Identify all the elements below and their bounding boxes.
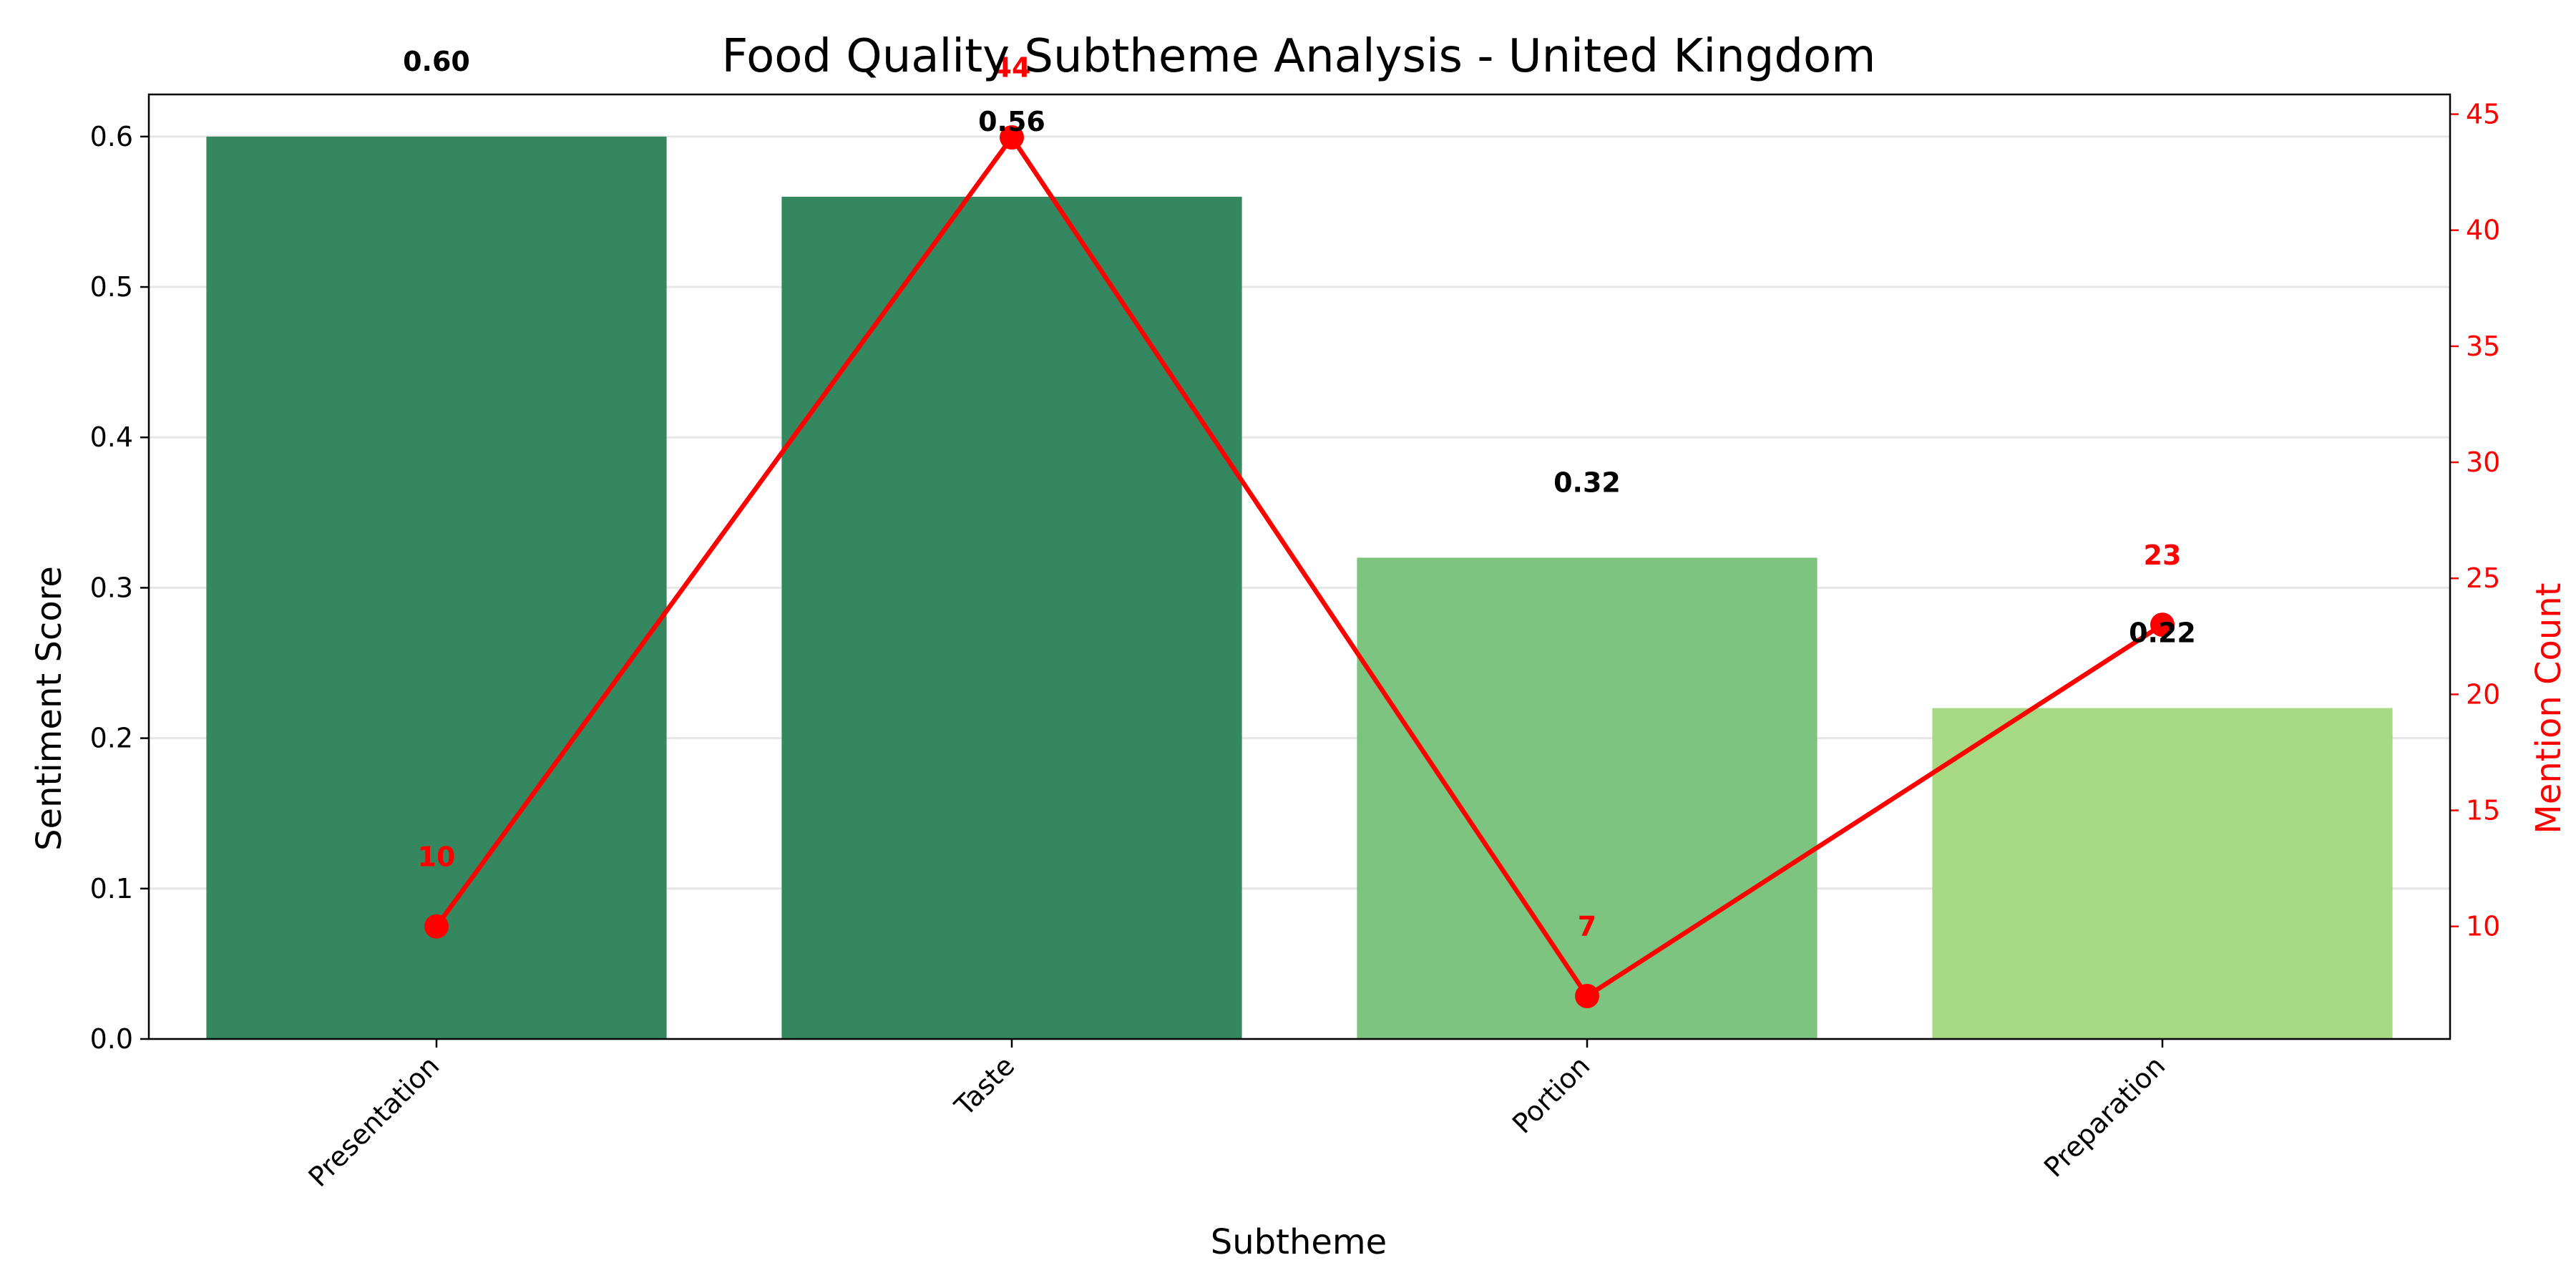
y-tick-label: 0.0 [90, 1023, 133, 1055]
mention-point [2150, 613, 2175, 638]
y-tick-label: 0.6 [90, 121, 133, 152]
plot-frame [147, 93, 2451, 1040]
mention-point [1575, 984, 1599, 1008]
y2-tick-label: 30 [2466, 447, 2500, 478]
y-tick-label: 0.5 [90, 271, 133, 303]
mention-count-label: 44 [993, 52, 1031, 84]
chart-title: Food Quality Subtheme Analysis - United … [722, 30, 1876, 83]
mention-count-label: 7 [1578, 911, 1596, 942]
y2-tick-label: 40 [2466, 215, 2500, 246]
bar [206, 136, 667, 1039]
y-tick-label: 0.1 [90, 873, 133, 904]
bar-value-label: 0.32 [1553, 467, 1621, 498]
y2-tick-label: 15 [2466, 795, 2500, 826]
y-tick-label: 0.3 [90, 572, 133, 603]
y2-tick-label: 20 [2466, 678, 2500, 710]
y-tick-label: 0.2 [90, 723, 133, 754]
bar-value-label: 0.56 [978, 106, 1045, 137]
y2-tick-label: 45 [2466, 99, 2500, 130]
mention-count-label: 10 [418, 841, 456, 872]
labels: 0.60 0.56 0.32 0.22 10 44 7 23 [403, 46, 2196, 942]
bar-value-label: 0.22 [2129, 617, 2196, 648]
y2-tick-label: 10 [2466, 911, 2500, 942]
mention-point [1000, 125, 1024, 150]
bar [781, 196, 1242, 1039]
bar-value-label: 0.60 [403, 46, 470, 77]
y-axis-label: Sentiment Score [29, 566, 69, 851]
y2-tick-label: 25 [2466, 562, 2500, 594]
y2-axis-label: Mention Count [2529, 582, 2569, 834]
bar [1932, 708, 2393, 1039]
bars [206, 136, 2393, 1039]
bar [1357, 557, 1818, 1039]
x-axis-label: Subtheme [1211, 1222, 1387, 1262]
mention-point [424, 914, 449, 939]
y2-tick-label: 35 [2466, 331, 2500, 362]
y-tick-label: 0.4 [90, 421, 133, 453]
mention-count-label: 23 [2144, 540, 2182, 571]
mention-line-path [434, 135, 2164, 999]
mention-line [424, 125, 2175, 1008]
